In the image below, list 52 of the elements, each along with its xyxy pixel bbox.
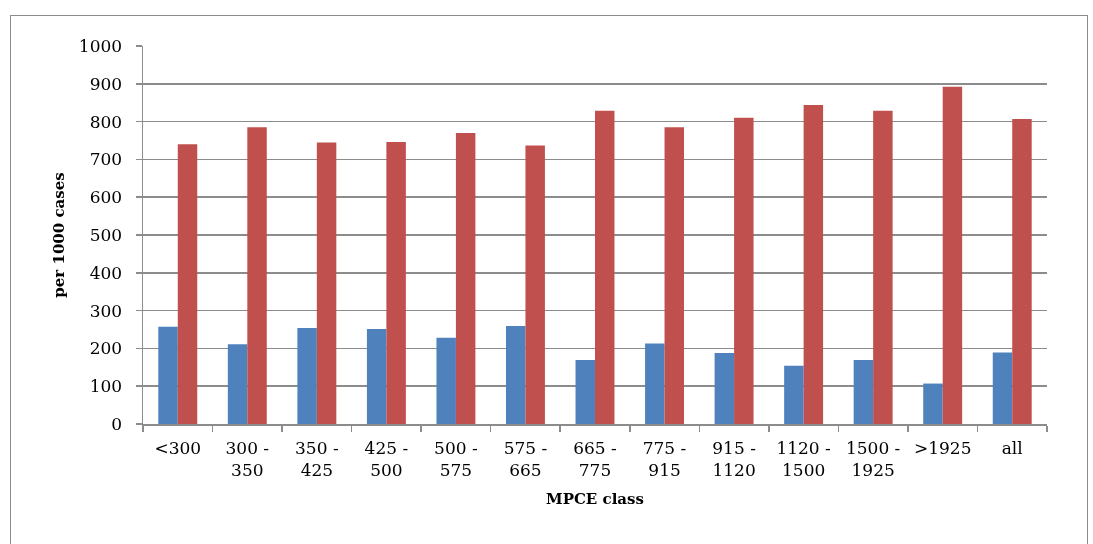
x-tick-label: 915 - 1120 bbox=[712, 437, 756, 480]
bar bbox=[803, 104, 824, 424]
bar bbox=[455, 132, 476, 424]
y-tick-label: 900 bbox=[89, 73, 123, 94]
bar bbox=[316, 142, 337, 424]
x-tick-label: 665 - 775 bbox=[573, 437, 617, 480]
x-tick-label: 425 - 500 bbox=[364, 437, 409, 480]
x-tick-label: 575 - 665 bbox=[503, 437, 548, 480]
y-tick-label: 400 bbox=[89, 262, 123, 283]
bar bbox=[645, 343, 665, 424]
bar bbox=[853, 360, 874, 424]
x-axis-title: MPCE class bbox=[546, 489, 644, 508]
bar bbox=[247, 127, 267, 424]
bar bbox=[664, 127, 685, 424]
x-tick-label: 775 - 915 bbox=[642, 437, 687, 480]
x-tick-label: >1925 bbox=[913, 437, 972, 458]
y-tick-label: 500 bbox=[89, 224, 123, 245]
y-tick-label: 1000 bbox=[78, 35, 123, 56]
bar bbox=[436, 337, 456, 424]
bar bbox=[923, 383, 943, 424]
bar bbox=[942, 86, 963, 424]
bar bbox=[1012, 118, 1032, 424]
bar bbox=[784, 365, 804, 424]
bar bbox=[992, 352, 1013, 424]
bar bbox=[158, 326, 178, 424]
y-tick-label: 200 bbox=[89, 338, 123, 359]
bar bbox=[227, 344, 248, 424]
x-tick-label: 350 - 425 bbox=[295, 437, 339, 480]
bar bbox=[386, 142, 406, 424]
bar bbox=[873, 110, 893, 424]
bar bbox=[366, 329, 387, 424]
bar bbox=[505, 326, 526, 424]
y-tick-label: 100 bbox=[89, 376, 123, 397]
x-tick-label: 1120 - 1500 bbox=[776, 437, 831, 480]
x-tick-label: all bbox=[1001, 437, 1023, 458]
bar bbox=[525, 145, 545, 424]
x-tick-label: 500 - 575 bbox=[434, 437, 478, 480]
bar bbox=[177, 144, 198, 424]
y-tick-label: 0 bbox=[111, 413, 123, 434]
y-tick-label: 600 bbox=[89, 187, 123, 208]
y-tick-label: 700 bbox=[89, 149, 123, 170]
bar bbox=[734, 117, 754, 424]
bar bbox=[714, 352, 735, 424]
bar bbox=[595, 110, 615, 424]
x-tick-label: 1500 - 1925 bbox=[845, 437, 901, 480]
x-tick-label: <300 bbox=[154, 437, 202, 458]
x-tick-label: 300 - 350 bbox=[225, 437, 270, 480]
y-axis-title: per 1000 cases bbox=[50, 172, 69, 298]
y-tick-label: 800 bbox=[89, 111, 123, 132]
y-tick-label: 300 bbox=[89, 300, 123, 321]
bar bbox=[575, 360, 595, 424]
bar bbox=[297, 327, 317, 424]
